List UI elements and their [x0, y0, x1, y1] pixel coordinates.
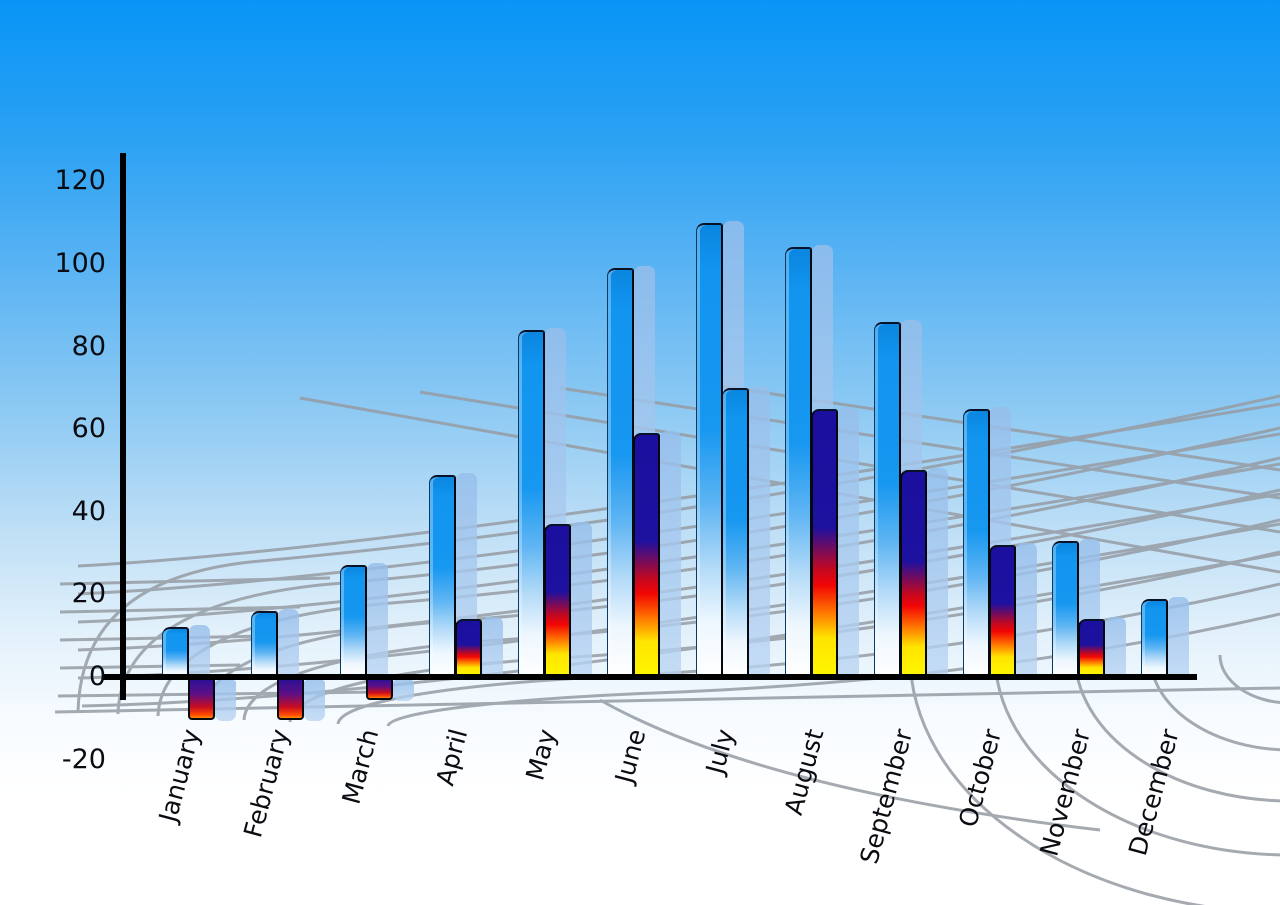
bar-series1 [607, 268, 634, 677]
bar-shadow [838, 407, 859, 677]
bar-shadow [393, 680, 414, 701]
bar-shadow [1168, 597, 1189, 677]
bar-series1 [1052, 541, 1079, 677]
bar-series1 [518, 330, 545, 677]
bar-series2 [989, 545, 1016, 677]
bar-shadow [278, 609, 299, 677]
y-tick-label: 20 [71, 578, 106, 610]
bar-series2 [633, 433, 660, 677]
y-tick-label: 80 [71, 330, 106, 362]
bar-series2-negative [277, 679, 304, 720]
bar-series1 [785, 247, 812, 677]
bar-series1 [162, 627, 189, 677]
bar-series2 [900, 470, 927, 677]
x-axis-zero-line [103, 674, 1197, 680]
bar-series2 [1078, 619, 1105, 677]
bar-series1 [874, 322, 901, 677]
bar-shadow [304, 680, 325, 721]
bar-series2 [455, 619, 482, 677]
bar-series2 [811, 409, 838, 677]
bar-shadow [571, 522, 592, 677]
bar-series1 [251, 611, 278, 677]
bar-series1 [340, 565, 367, 677]
y-tick-label: 120 [54, 165, 106, 197]
y-tick-label: 40 [71, 495, 106, 527]
bar-series2 [722, 388, 749, 677]
bar-shadow [927, 468, 948, 677]
bar-series2 [544, 524, 571, 677]
y-axis-line [120, 153, 126, 700]
bar-shadow [749, 386, 770, 677]
bar-series1 [1141, 599, 1168, 677]
bar-series1 [696, 223, 723, 677]
y-tick-label: 60 [71, 413, 106, 445]
bar-shadow [660, 431, 681, 677]
bar-shadow [215, 680, 236, 721]
bar-shadow [367, 563, 388, 677]
bar-series1 [429, 475, 456, 677]
bar-series1 [963, 409, 990, 677]
bar-shadow [1105, 617, 1126, 677]
y-tick-label: 0 [88, 661, 106, 692]
y-tick-label: -20 [61, 743, 106, 775]
bar-shadow [482, 617, 503, 677]
y-tick-label: 100 [54, 248, 106, 279]
bar-series2-negative [366, 679, 393, 700]
bar-shadow [189, 625, 210, 677]
bar-shadow [1016, 543, 1037, 677]
bar-series2-negative [188, 679, 215, 720]
